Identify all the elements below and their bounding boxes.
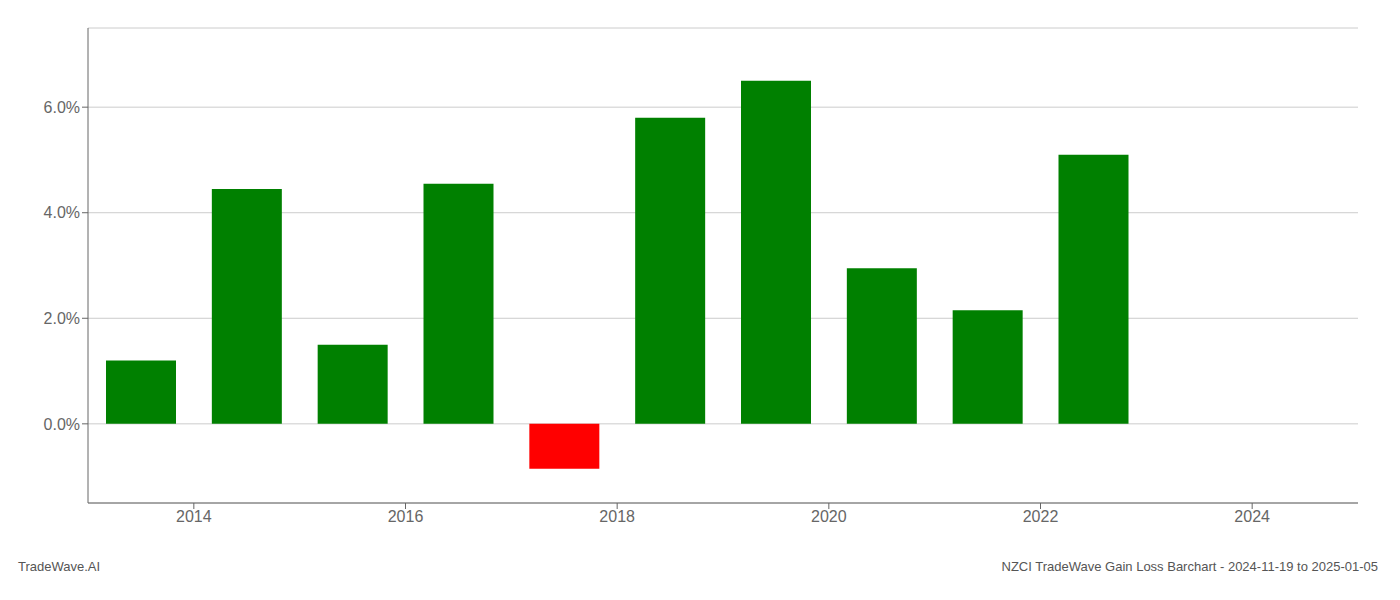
svg-text:6.0%: 6.0%: [44, 99, 80, 116]
svg-text:2016: 2016: [388, 508, 424, 525]
html-text:TradeWave.AI: TradeWave.AI: [18, 559, 101, 574]
svg-text:2.0%: 2.0%: [44, 310, 80, 327]
svg-text:0.0%: 0.0%: [44, 416, 80, 433]
svg-text:2024: 2024: [1234, 508, 1270, 525]
svg-text:2018: 2018: [599, 508, 635, 525]
svg-text:2020: 2020: [811, 508, 847, 525]
html-text:NZCI TradeWave Gain Loss Barch: NZCI TradeWave Gain Loss Barchart - 2024…: [1001, 559, 1378, 574]
svg-text:2014: 2014: [176, 508, 212, 525]
svg-text:2022: 2022: [1023, 508, 1059, 525]
svg-text:4.0%: 4.0%: [44, 204, 80, 221]
